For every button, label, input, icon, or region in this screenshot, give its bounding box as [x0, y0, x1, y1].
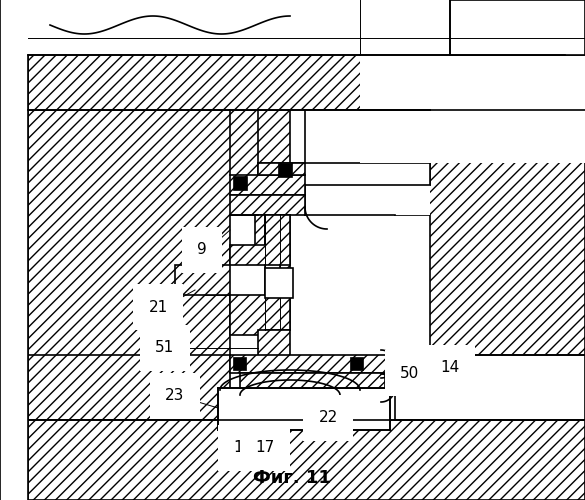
Bar	[0, 0, 585, 55]
Text: 22: 22	[318, 410, 338, 426]
Text: Фиг. 11: Фиг. 11	[253, 469, 331, 487]
Bar	[240, 373, 385, 388]
Text: 23: 23	[166, 388, 185, 404]
Bar	[233, 357, 246, 370]
Polygon shape	[175, 215, 290, 335]
Text: 50: 50	[400, 366, 419, 380]
Bar	[258, 163, 305, 175]
Bar	[350, 357, 363, 370]
Bar	[233, 176, 247, 190]
Bar	[218, 388, 390, 430]
Text: 51: 51	[156, 340, 175, 355]
Text: 15: 15	[233, 440, 253, 456]
Bar	[265, 215, 280, 330]
Bar	[280, 215, 290, 330]
Bar	[360, 0, 585, 110]
Text: 17: 17	[256, 440, 274, 456]
Bar	[290, 163, 430, 185]
Bar	[230, 355, 395, 373]
Bar	[305, 110, 430, 215]
Bar	[450, 0, 585, 55]
Bar	[255, 215, 265, 330]
Text: 21: 21	[149, 300, 168, 314]
Text: 14: 14	[441, 360, 460, 376]
Bar	[360, 55, 585, 163]
Bar	[278, 163, 292, 177]
Polygon shape	[28, 110, 585, 500]
Polygon shape	[28, 110, 290, 420]
Bar	[230, 265, 265, 295]
Bar	[230, 195, 305, 215]
Bar	[0, 0, 28, 500]
Bar	[395, 355, 585, 420]
Bar	[258, 330, 290, 365]
Text: 9: 9	[197, 242, 207, 258]
Bar	[265, 268, 293, 298]
Bar	[28, 55, 585, 110]
Bar	[230, 175, 305, 195]
